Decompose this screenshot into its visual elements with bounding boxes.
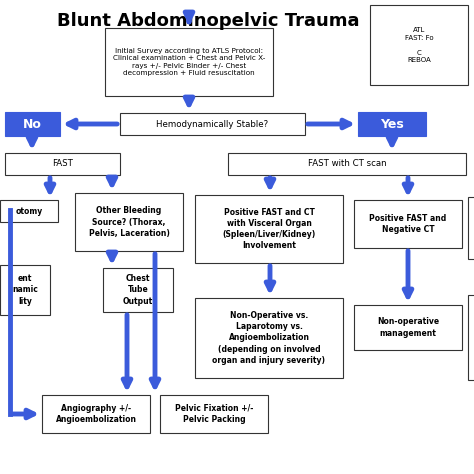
Text: FAST with CT scan: FAST with CT scan	[308, 159, 386, 168]
Text: Blunt Abdominopelvic Trauma: Blunt Abdominopelvic Trauma	[57, 12, 360, 30]
Text: Hemodynamically Stable?: Hemodynamically Stable?	[156, 119, 269, 128]
Text: Other Bleeding
Source? (Thorax,
Pelvis, Laceration): Other Bleeding Source? (Thorax, Pelvis, …	[89, 206, 169, 237]
Text: Non-operative
management: Non-operative management	[377, 318, 439, 337]
Bar	[103, 268, 173, 312]
Bar	[5, 153, 120, 175]
Bar	[195, 195, 343, 263]
Bar	[5, 112, 60, 136]
Text: Angiography +/-
Angioembolization: Angiography +/- Angioembolization	[55, 404, 137, 424]
Bar	[228, 153, 466, 175]
Text: Positive FAST and
Negative CT: Positive FAST and Negative CT	[369, 214, 447, 234]
Text: Initial Survey according to ATLS Protocol:
Clinical examination + Chest and Pelv: Initial Survey according to ATLS Protoco…	[113, 48, 265, 76]
Bar	[468, 197, 474, 259]
Bar	[370, 5, 468, 85]
Text: otomy: otomy	[15, 207, 43, 216]
Text: ent
namic
lity: ent namic lity	[12, 274, 38, 306]
Bar	[354, 200, 462, 248]
Bar	[195, 298, 343, 378]
Bar	[0, 265, 50, 315]
Bar	[0, 200, 58, 222]
Bar	[160, 395, 268, 433]
Text: ATL
FAST: Fo

C
REBOA: ATL FAST: Fo C REBOA	[405, 27, 433, 63]
Bar	[105, 28, 273, 96]
Text: Positive FAST and CT
with Visceral Organ
(Spleen/Liver/Kidney)
Involvement: Positive FAST and CT with Visceral Organ…	[222, 208, 316, 250]
Text: Pelvic Fixation +/-
Pelvic Packing: Pelvic Fixation +/- Pelvic Packing	[175, 404, 253, 424]
Bar	[75, 193, 183, 251]
Bar	[120, 113, 305, 135]
Text: Yes: Yes	[380, 118, 404, 130]
Bar	[468, 295, 474, 380]
Text: No: No	[23, 118, 42, 130]
Bar	[358, 112, 426, 136]
Bar	[42, 395, 150, 433]
Bar	[354, 305, 462, 350]
Text: Chest
Tube
Output: Chest Tube Output	[123, 274, 153, 306]
Text: FAST: FAST	[52, 159, 73, 168]
Text: Non-Operative vs.
Laparotomy vs.
Angioembolization
(depending on involved
organ : Non-Operative vs. Laparotomy vs. Angioem…	[212, 311, 326, 365]
